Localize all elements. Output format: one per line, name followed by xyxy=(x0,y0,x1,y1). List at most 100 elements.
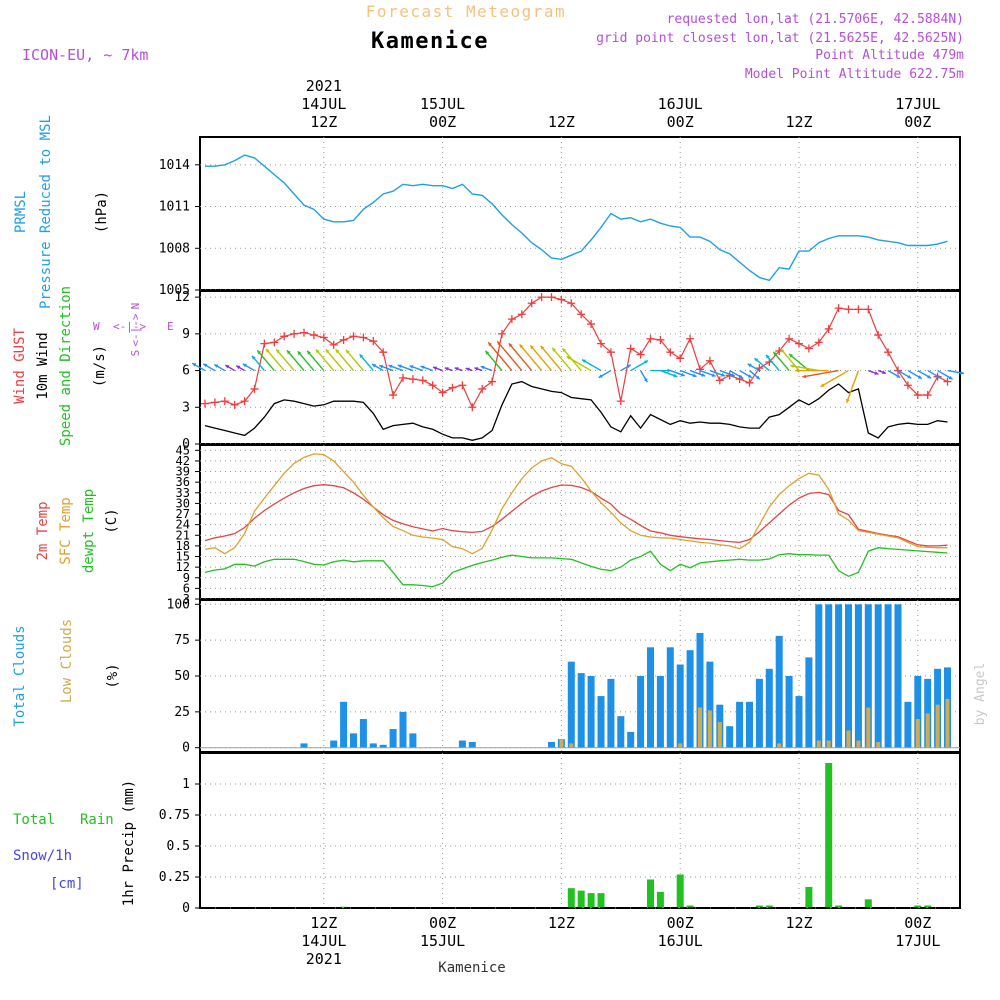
rain-bar xyxy=(676,874,684,908)
low-cloud-bar xyxy=(777,743,782,748)
gust-marker xyxy=(408,375,417,384)
wind-vector-head xyxy=(265,348,270,353)
wind-vector-head xyxy=(359,354,364,359)
top-time-label: 2021 xyxy=(306,77,342,95)
wind-vector xyxy=(496,340,523,372)
cloud-labels: Total Clouds Low Clouds (%) xyxy=(12,619,121,727)
temp-tick: 36 xyxy=(176,475,190,489)
temp-tick: 9 xyxy=(183,571,190,585)
bottom-time-label: 17JUL xyxy=(895,932,940,950)
top-time-label: 00Z xyxy=(667,113,694,131)
compass-arrow-ns: <-|-> xyxy=(129,313,142,346)
pressure-tick: 1014 xyxy=(159,158,190,173)
wind-vector xyxy=(297,350,315,372)
low-cloud-bar xyxy=(866,707,871,748)
gust-marker xyxy=(478,384,487,393)
low-cloud-bar xyxy=(935,704,940,748)
gust-marker xyxy=(874,331,883,340)
temp-tick: 45 xyxy=(176,443,190,457)
plot-area xyxy=(191,136,965,909)
gust-marker xyxy=(656,335,665,344)
wind-vector-head xyxy=(566,356,571,360)
wind-vector-head xyxy=(643,360,648,365)
wind-vector-head xyxy=(257,350,262,355)
gust-marker xyxy=(804,344,813,353)
wind-vector-head xyxy=(379,364,384,369)
temp-tick: 21 xyxy=(176,528,190,542)
wind-vector-head xyxy=(937,374,942,379)
gust-marker xyxy=(309,331,318,340)
wind-vector xyxy=(315,348,335,372)
rain-bar xyxy=(914,905,922,908)
wind-vector-head xyxy=(820,383,825,387)
wind-vector xyxy=(566,355,592,372)
gust-marker xyxy=(379,348,388,357)
total-cloud-bar xyxy=(637,676,645,748)
cloud-tick: 100 xyxy=(167,597,190,612)
t2m-line xyxy=(204,484,948,547)
total-cloud-bar xyxy=(785,676,793,748)
wind-vector-head xyxy=(335,349,340,354)
gust-marker xyxy=(517,310,526,319)
wind-vector-head xyxy=(755,375,760,380)
gust-marker xyxy=(458,381,467,390)
pressure-tick: 1011 xyxy=(159,200,190,215)
wind-vector xyxy=(529,344,553,372)
gust-marker xyxy=(210,398,219,407)
temp-tick: 30 xyxy=(176,496,190,510)
wind-vector-head xyxy=(192,363,197,367)
rain-bar xyxy=(656,891,664,908)
gust-line xyxy=(204,296,948,409)
total-cloud-bar xyxy=(845,604,852,748)
gust-marker xyxy=(428,381,437,390)
wind-vector-head xyxy=(739,374,744,379)
top-time-label: 00Z xyxy=(429,113,456,131)
gust-marker xyxy=(814,338,823,347)
gust-marker xyxy=(319,333,328,342)
wind-vector-head xyxy=(325,349,330,354)
precip-labels: Total Rain Snow/1h [cm] 1hr Precip (mm) xyxy=(13,780,137,906)
temp-tick: 12 xyxy=(176,560,190,574)
wind-vector xyxy=(802,369,839,378)
rain-bar xyxy=(924,905,932,908)
wind-vector-head xyxy=(203,363,208,368)
compass-s: S xyxy=(129,350,142,357)
wind-vector-head xyxy=(790,364,794,369)
precip-ticks: 0 0.25 0.5 0.75 1 xyxy=(159,777,190,916)
bottom-time-label: 00Z xyxy=(667,914,694,932)
wind-vector xyxy=(519,343,543,372)
wind10-label: 10m Wind xyxy=(35,332,51,399)
gust-marker xyxy=(438,388,447,397)
wind-vector xyxy=(265,348,285,372)
top-time-label: 12Z xyxy=(310,113,337,131)
wind-vector-head xyxy=(251,355,256,360)
wind-vector-head xyxy=(701,373,706,377)
compass-n: N xyxy=(129,303,142,310)
wind-vector-head xyxy=(789,353,794,358)
top-time-label: 00Z xyxy=(904,113,931,131)
gust-marker xyxy=(943,377,952,386)
rain-bar xyxy=(805,886,813,908)
gust-marker xyxy=(844,305,853,314)
gust-marker xyxy=(666,348,675,357)
temp-tick: 42 xyxy=(176,454,190,468)
wind-vector-head xyxy=(896,374,901,378)
wind-vector xyxy=(256,349,275,372)
total-cloud-bar xyxy=(656,676,664,748)
gust-marker xyxy=(646,334,655,343)
wind-vector-head xyxy=(846,398,850,403)
temp-tick: 27 xyxy=(176,507,190,521)
temp-ticks: 3 6 9 12 15 18 21 24 27 30 33 36 39 42 4… xyxy=(176,443,190,606)
wind-vector-head xyxy=(236,365,241,370)
sfc-temp-line xyxy=(204,453,948,555)
total-cloud-bar xyxy=(835,604,843,748)
total-cloud-bar xyxy=(617,716,625,748)
total-cloud-bar xyxy=(894,604,902,748)
total-cloud-bar xyxy=(775,635,783,748)
total-cloud-bar xyxy=(647,647,654,748)
total-cloud-bar xyxy=(874,604,882,748)
wind-vector xyxy=(275,348,295,372)
model-altitude: Model Point Altitude 622.75m xyxy=(745,67,964,82)
precip-tick: 0.25 xyxy=(159,870,190,885)
